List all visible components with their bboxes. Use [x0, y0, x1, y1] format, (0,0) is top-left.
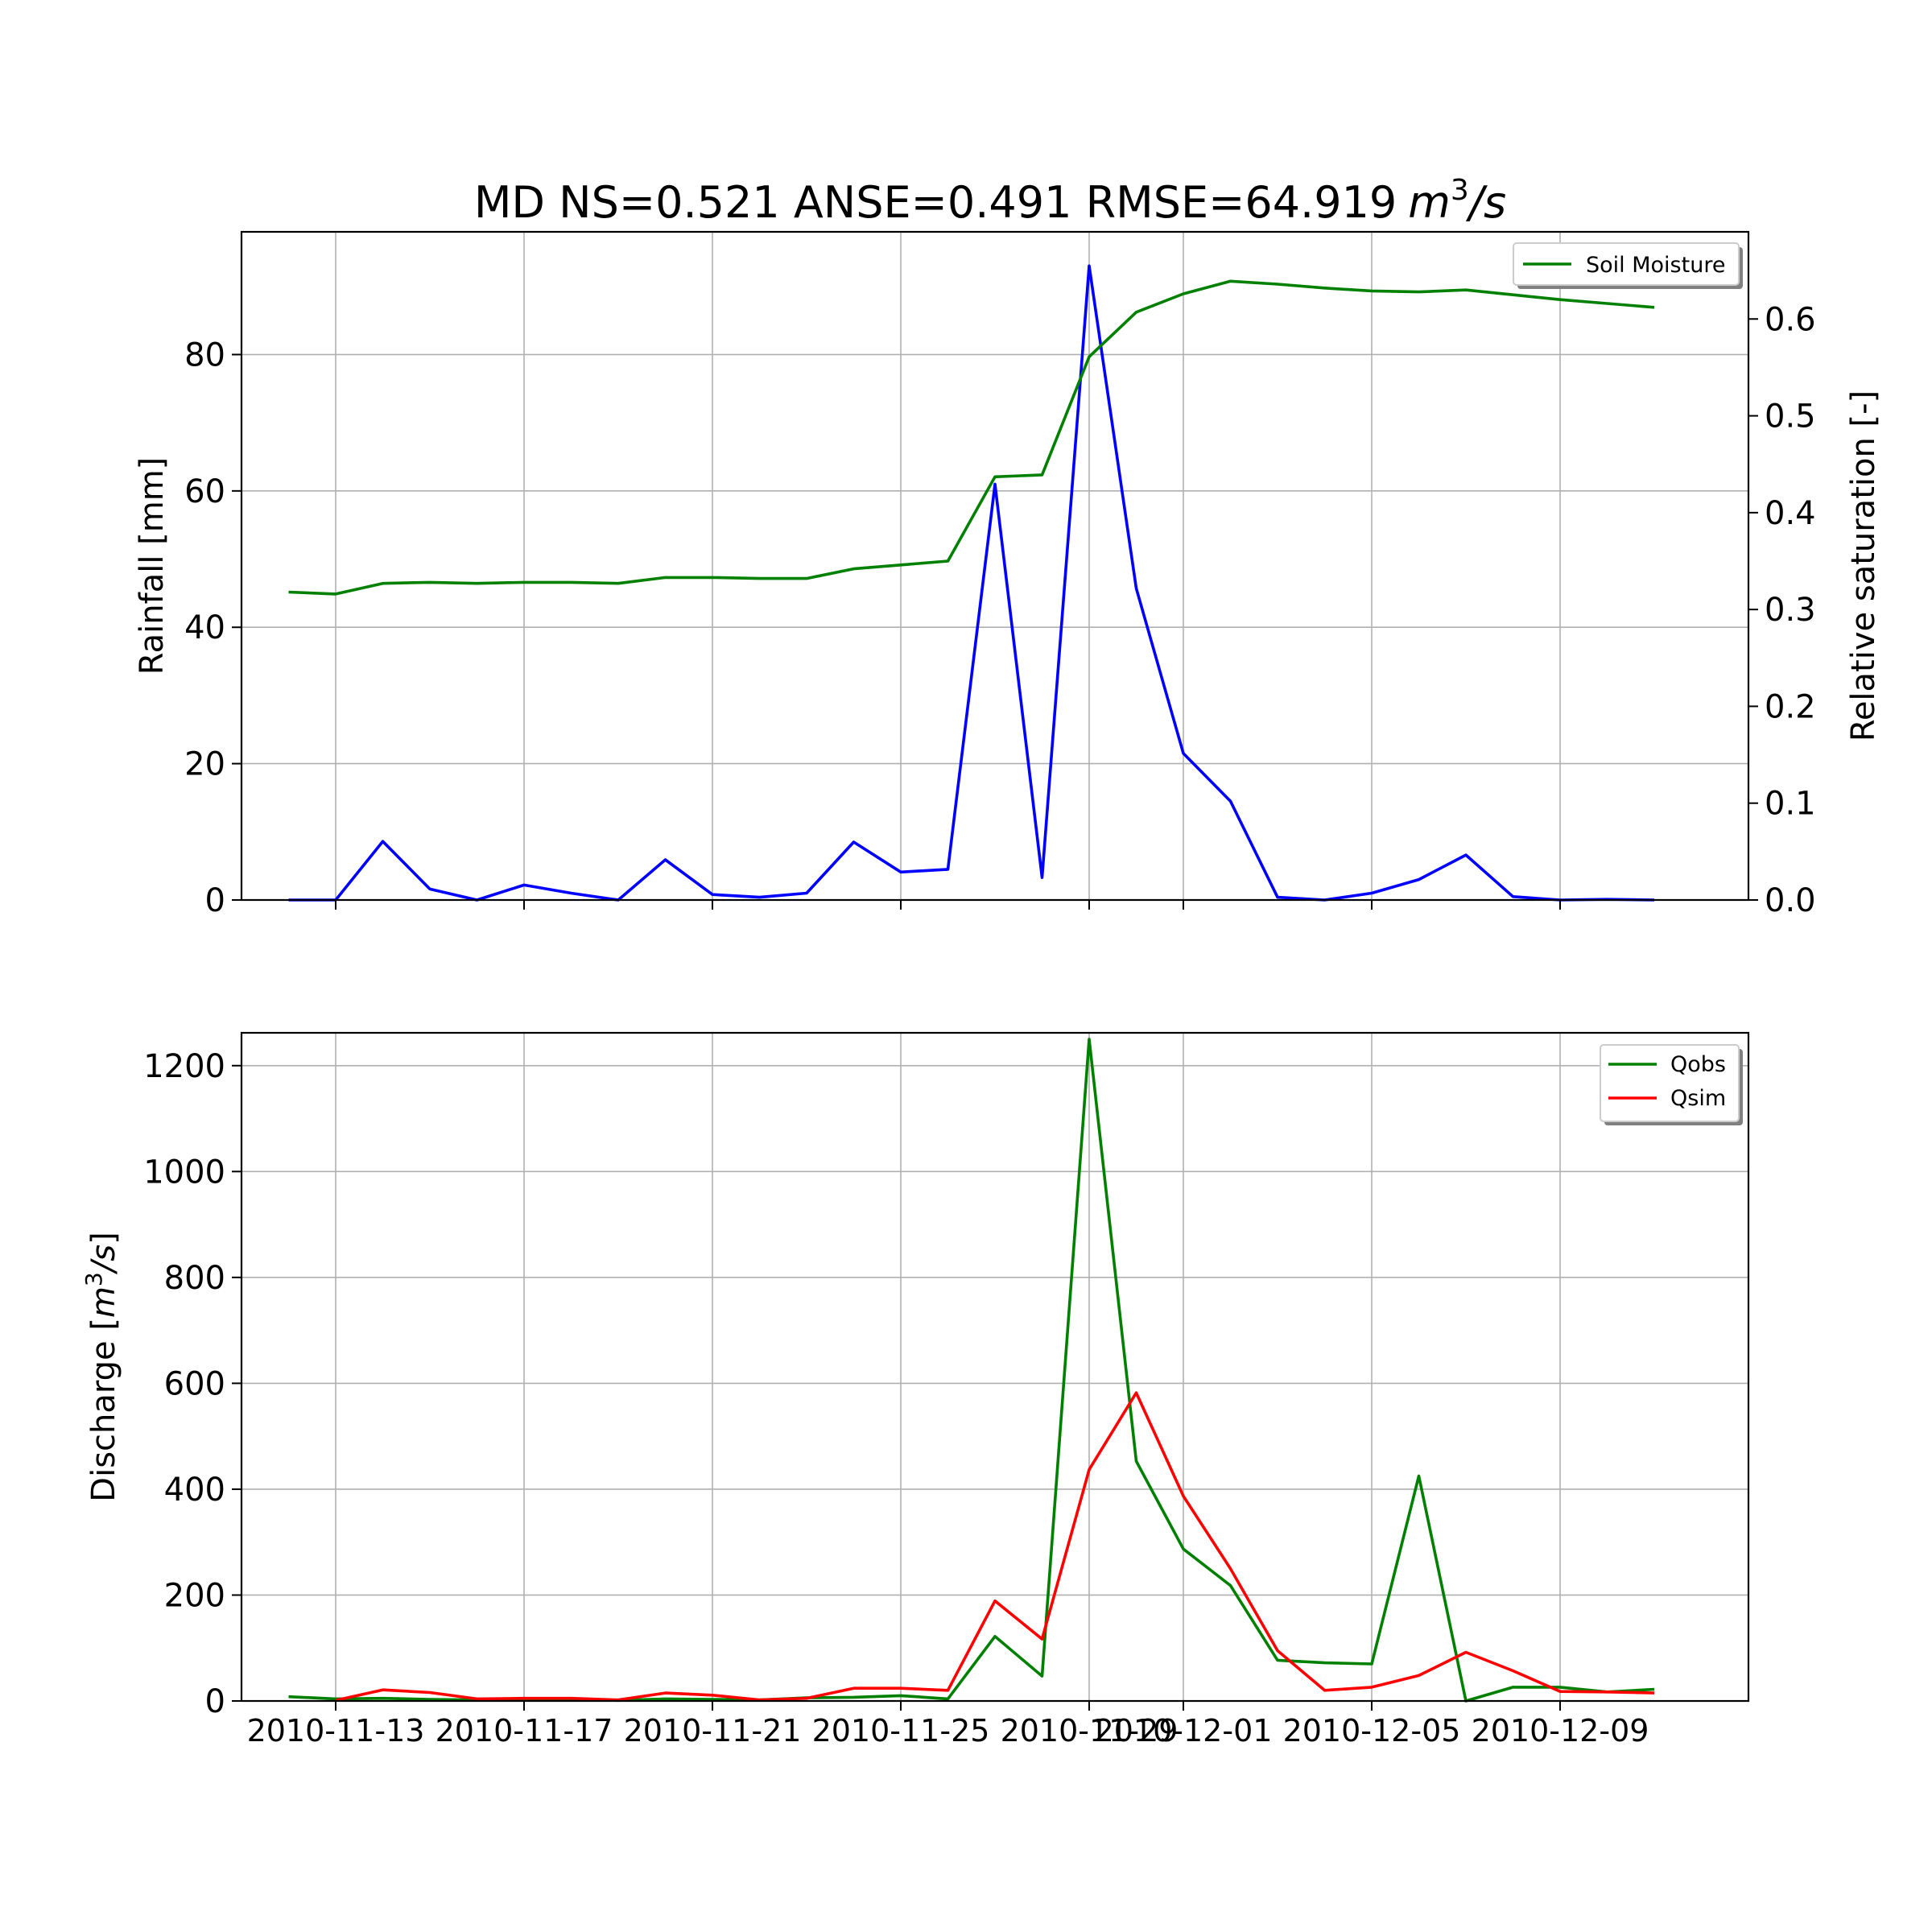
- top-y-right-tick-label: 0.2: [1765, 688, 1816, 725]
- bottom-series-qsim-line: [335, 1391, 1655, 1703]
- bottom-y-tick-label: 800: [164, 1260, 225, 1297]
- x-tick-label: 2010-11-21: [624, 1713, 802, 1748]
- bottom-panel: 2010-11-13 2010-11-17 2010-11-21 2010-11-25…: [80, 1031, 1750, 1748]
- top-y-tick-label: 0: [205, 882, 225, 919]
- top-y-label: Rainfall [mm]: [134, 457, 171, 675]
- top-y-right-tick-label: 0.0: [1765, 882, 1816, 919]
- top-y-right-tick-label: 0.5: [1765, 398, 1816, 436]
- x-tick-label: 2010-11-17: [436, 1713, 613, 1748]
- top-series-soil-moisture-line: [288, 279, 1655, 596]
- bottom-y-tick-label: 400: [164, 1472, 225, 1509]
- chart-title: MD NS=0.521 ANSE=0.491 RMSE=64.919 m3/s: [474, 174, 1506, 228]
- top-legend-box: [1513, 242, 1740, 286]
- x-tick-label: 2010-12-09: [1472, 1713, 1649, 1748]
- bottom-grid: [242, 1033, 1748, 1702]
- bottom-y-tick-label: 200: [164, 1577, 225, 1614]
- x-tick-label: 2010-11-29: [1001, 1713, 1179, 1748]
- top-ticks: 0 20 40 60 80 0.0 0.1 0.2 0.3 0.4 0.5 0.6: [184, 301, 1816, 919]
- x-tick-label: 2010-12-05: [1283, 1713, 1461, 1748]
- top-panel: 0 20 40 60 80 0.0 0.1 0.2 0.3 0.4 0.5 0.6 Rainfall …: [134, 230, 1882, 919]
- bottom-y-tick-label: 0: [205, 1683, 225, 1720]
- top-y-right-tick-label: 0.3: [1765, 592, 1816, 629]
- bottom-y-tick-label: 600: [164, 1365, 225, 1402]
- top-legend: Soil Moisture: [1513, 242, 1743, 289]
- bottom-ticks: 2010-11-13 2010-11-17 2010-11-21 2010-11-25…: [143, 1048, 1649, 1748]
- top-y-tick-label: 20: [184, 746, 225, 783]
- legend-label-qobs: Qobs: [1670, 1052, 1726, 1077]
- top-series: [288, 264, 1655, 902]
- top-series-rainfall-line: [288, 264, 1655, 902]
- title-unit-base: m: [1408, 177, 1451, 228]
- bottom-y-label: Discharge [m3/s]: [80, 1232, 122, 1501]
- bottom-legend: Qobs Qsim: [1600, 1044, 1743, 1125]
- top-y-tick-label: 80: [184, 336, 225, 374]
- top-y-right-tick-label: 0.6: [1765, 301, 1816, 338]
- legend-label-soil-moisture: Soil Moisture: [1586, 253, 1725, 278]
- top-y-right-tick-label: 0.4: [1765, 495, 1816, 532]
- top-grid: [242, 232, 1748, 901]
- title-unit-exp: 3: [1451, 174, 1469, 207]
- bottom-y-tick-label: 1200: [143, 1048, 225, 1085]
- top-y-right-label: Relative saturation [-]: [1845, 390, 1882, 741]
- x-tick-label: 2010-11-13: [247, 1713, 425, 1748]
- title-unit-tail: /s: [1466, 177, 1506, 228]
- top-plot-frame: [240, 230, 1750, 902]
- title-text: MD NS=0.521 ANSE=0.491 RMSE=64.919: [474, 177, 1397, 228]
- legend-label-qsim: Qsim: [1670, 1086, 1726, 1111]
- bottom-series: [288, 1038, 1655, 1703]
- bottom-y-tick-label: 1000: [143, 1154, 225, 1191]
- bottom-series-qobs-line: [288, 1038, 1655, 1703]
- bottom-plot-frame: [240, 1031, 1750, 1703]
- top-y-tick-label: 60: [184, 473, 225, 510]
- x-tick-label: 2010-12-01: [1095, 1713, 1273, 1748]
- top-y-right-tick-label: 0.1: [1765, 786, 1816, 823]
- top-y-tick-label: 40: [184, 609, 225, 646]
- x-tick-label: 2010-11-25: [812, 1713, 990, 1748]
